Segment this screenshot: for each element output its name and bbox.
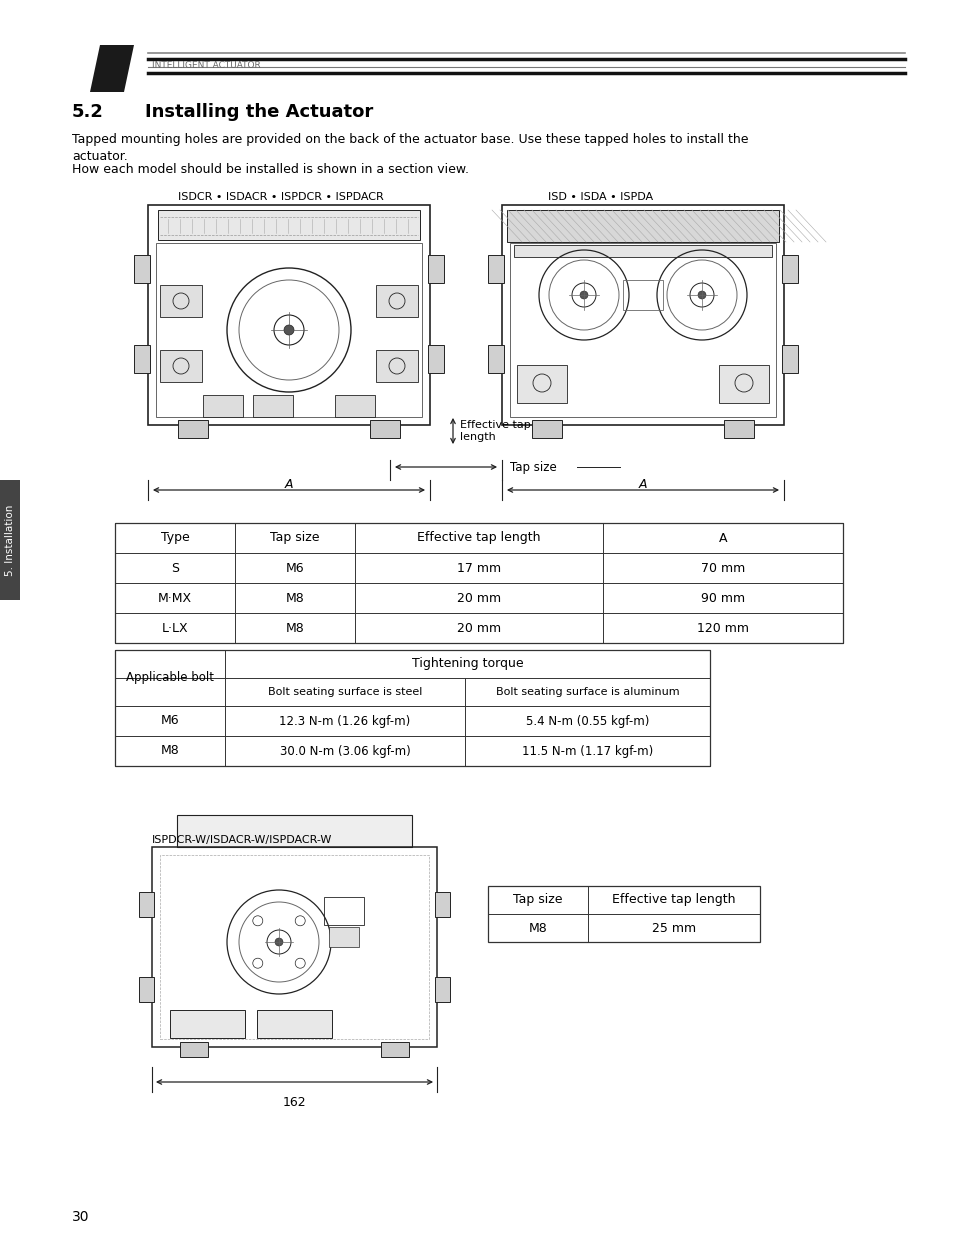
Bar [501,205,783,425]
Text: Effective tap length: Effective tap length [416,531,540,545]
Text: M·MX: M·MX [158,592,192,604]
Circle shape [284,325,294,335]
Bar [0,480,20,600]
Text: 20 mm: 20 mm [456,621,500,635]
Text: 17 mm: 17 mm [456,562,500,574]
Bar [152,847,436,1047]
Bar [510,243,775,417]
Bar [488,345,503,373]
Text: Effective tap
length: Effective tap length [459,420,530,442]
Text: M8: M8 [160,745,179,757]
Text: M8: M8 [285,621,304,635]
Bar [723,420,753,438]
Bar [148,205,430,425]
Text: 20 mm: 20 mm [456,592,500,604]
Text: A: A [718,531,726,545]
Text: 30: 30 [71,1210,90,1224]
Text: Tap size: Tap size [270,531,319,545]
Bar [156,243,421,417]
Bar [158,210,419,240]
Text: ISPDCR-W/ISDACR-W/ISPDACR-W: ISPDCR-W/ISDACR-W/ISPDACR-W [152,835,332,845]
Bar [253,395,293,417]
Bar [719,366,768,403]
Text: Effective tap length: Effective tap length [612,893,735,906]
Bar [160,855,429,1039]
Polygon shape [106,44,133,91]
Bar [428,254,443,283]
Bar [203,395,243,417]
Bar [435,892,450,918]
Text: Bolt seating surface is steel: Bolt seating surface is steel [268,687,422,697]
Text: 25 mm: 25 mm [651,921,696,935]
Bar [160,350,202,382]
Text: Applicable bolt: Applicable bolt [126,672,213,684]
Bar [256,1010,332,1037]
Bar [177,815,412,847]
Text: How each model should be installed is shown in a section view.: How each model should be installed is sh… [71,163,469,177]
Bar [133,254,150,283]
Text: Bolt seating surface is aluminum: Bolt seating surface is aluminum [496,687,679,697]
Bar [435,977,450,1002]
Bar [488,254,503,283]
Bar [428,345,443,373]
Bar [370,420,399,438]
Text: M8: M8 [285,592,304,604]
Bar [781,254,797,283]
Bar [517,366,566,403]
Text: 12.3 N-m (1.26 kgf-m): 12.3 N-m (1.26 kgf-m) [279,715,410,727]
Text: A: A [284,478,293,492]
Bar [139,892,153,918]
Text: A: A [639,478,646,492]
Circle shape [579,291,587,299]
Text: 162: 162 [282,1095,306,1109]
Text: Tapped mounting holes are provided on the back of the actuator base. Use these t: Tapped mounting holes are provided on th… [71,133,748,146]
Bar [781,345,797,373]
Text: Type: Type [160,531,190,545]
Text: M8: M8 [528,921,547,935]
Text: Tightening torque: Tightening torque [412,657,523,671]
Bar [622,280,662,310]
Text: 90 mm: 90 mm [700,592,744,604]
Text: 30.0 N-m (3.06 kgf-m): 30.0 N-m (3.06 kgf-m) [279,745,410,757]
Bar [170,1010,245,1037]
Bar [139,977,153,1002]
Text: 5. Installation: 5. Installation [5,504,15,576]
Bar [178,420,208,438]
Text: Installing the Actuator: Installing the Actuator [145,103,373,121]
Bar [335,395,375,417]
Text: Tap size: Tap size [510,461,557,473]
Text: ISD • ISDA • ISPDA: ISD • ISDA • ISPDA [547,191,653,203]
Text: 5.4 N-m (0.55 kgf-m): 5.4 N-m (0.55 kgf-m) [525,715,648,727]
Bar [329,927,358,947]
Text: 5.2: 5.2 [71,103,104,121]
Text: L·LX: L·LX [161,621,188,635]
Bar [180,1042,208,1057]
Bar [115,522,842,643]
Bar [488,885,760,942]
Text: INTELLIGENT ACTUATOR: INTELLIGENT ACTUATOR [152,61,260,70]
Text: M6: M6 [285,562,304,574]
Bar [380,1042,409,1057]
Text: S: S [171,562,179,574]
Text: 120 mm: 120 mm [697,621,748,635]
Text: 11.5 N-m (1.17 kgf-m): 11.5 N-m (1.17 kgf-m) [521,745,653,757]
Bar [160,285,202,317]
Text: M6: M6 [160,715,179,727]
Text: Tap size: Tap size [513,893,562,906]
Bar [115,650,709,766]
Text: actuator.: actuator. [71,149,128,163]
Text: 70 mm: 70 mm [700,562,744,574]
Text: ISDCR • ISDACR • ISPDCR • ISPDACR: ISDCR • ISDACR • ISPDCR • ISPDACR [178,191,383,203]
Bar [532,420,561,438]
Polygon shape [90,44,118,91]
Bar [514,245,771,257]
Bar [324,897,364,925]
Bar [375,285,417,317]
Circle shape [698,291,705,299]
Bar [506,210,779,242]
Bar [133,345,150,373]
Circle shape [274,939,283,946]
Bar [375,350,417,382]
